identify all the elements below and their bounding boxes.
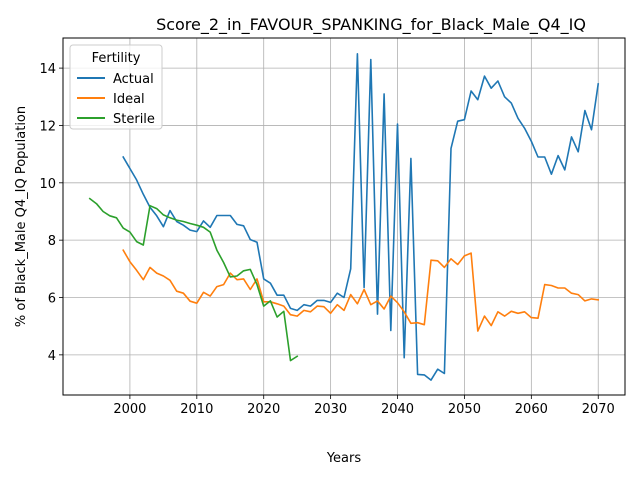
grid <box>63 38 625 395</box>
legend-box <box>69 44 163 130</box>
legend-label-sterile: Sterile <box>113 112 155 127</box>
plot-frame <box>62 37 626 396</box>
y-tick-label: 10 <box>39 177 56 192</box>
series-line-actual <box>122 52 600 381</box>
x-tick-label: 2060 <box>515 402 548 417</box>
legend-label-actual: Actual <box>113 72 154 87</box>
y-tick-label: 14 <box>39 62 56 77</box>
x-tick-label: 2040 <box>381 402 414 417</box>
y-tick-label: 6 <box>48 292 56 307</box>
legend-entries: Actual Ideal Sterile <box>77 72 155 127</box>
x-tick-label: 2050 <box>448 402 481 417</box>
y-axis-ticks: 4 6 8 10 12 14 <box>39 62 63 364</box>
x-axis-ticks: 2000 2010 2020 2030 2040 2050 2060 2070 <box>113 395 615 417</box>
legend-label-ideal: Ideal <box>113 92 145 107</box>
legend-title: Fertility <box>92 51 141 66</box>
y-tick-label: 8 <box>48 234 56 249</box>
series-line-ideal <box>122 249 600 332</box>
y-tick-label: 12 <box>39 119 56 134</box>
legend: Fertility Actual Ideal Sterile <box>69 44 163 130</box>
series-line-sterile <box>88 197 299 362</box>
x-tick-label: 2030 <box>314 402 347 417</box>
x-tick-label: 2020 <box>247 402 280 417</box>
chart-title: Score_2_in_FAVOUR_SPANKING_for_Black_Mal… <box>156 15 586 35</box>
y-axis-label: % of Black_Male Q4_IQ Population <box>14 106 29 327</box>
x-axis-label: Years <box>326 451 362 466</box>
x-tick-label: 2070 <box>582 402 615 417</box>
x-tick-label: 2010 <box>180 402 213 417</box>
y-tick-label: 4 <box>48 349 56 364</box>
x-tick-label: 2000 <box>113 402 146 417</box>
series-lines <box>88 52 600 381</box>
